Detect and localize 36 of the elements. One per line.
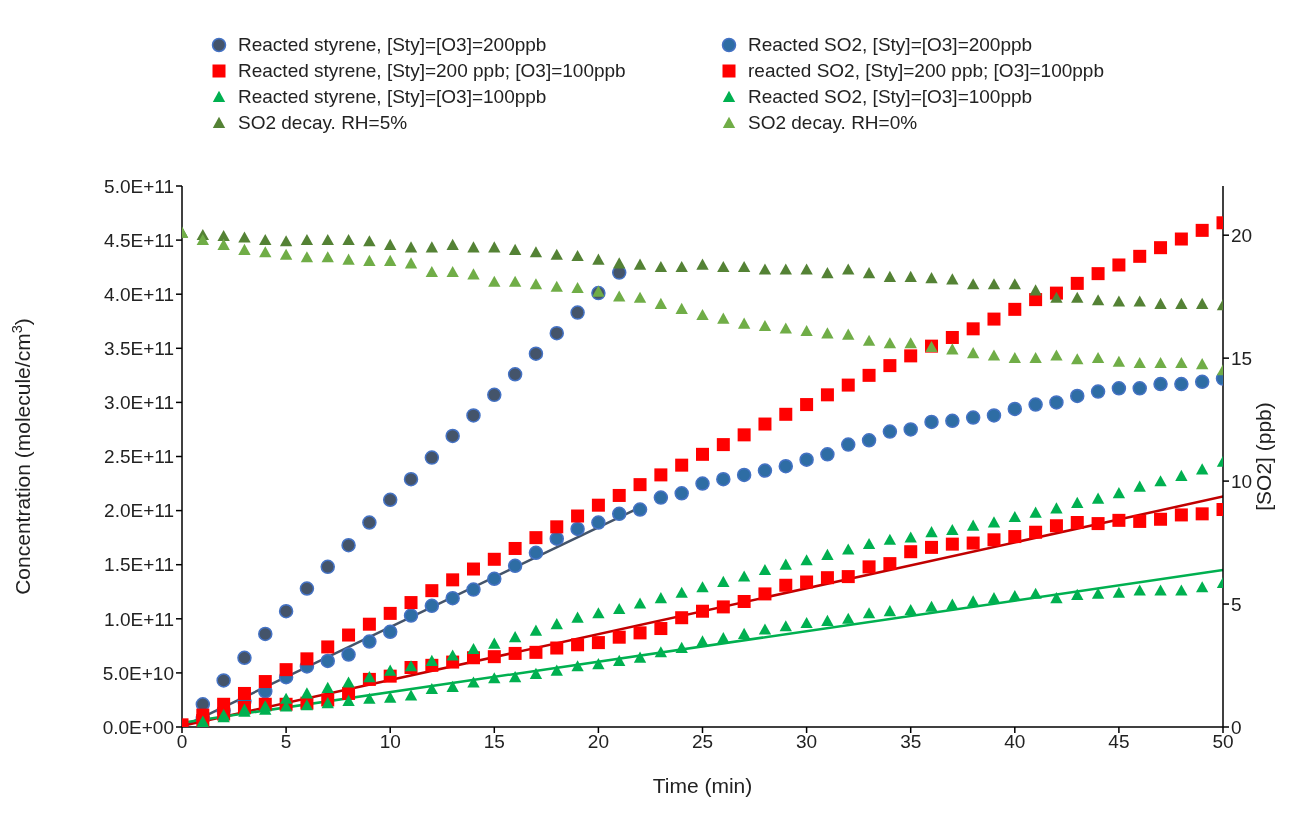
legend-label: SO2 decay. RH=0% — [748, 112, 918, 134]
y-tick-label: 5.0E+10 — [102, 662, 174, 684]
x-axis-title: Time (min) — [652, 774, 753, 797]
x-tick-label: 10 — [379, 731, 401, 753]
y-tick-label: 3.5E+11 — [104, 338, 174, 360]
legend-label: Reacted styrene, [Sty]=[O3]=200ppb — [238, 34, 547, 56]
y-tick-label: 3.0E+11 — [104, 392, 174, 414]
y2-tick-label: 10 — [1231, 470, 1253, 492]
legend-label: Reacted SO2, [Sty]=[O3]=200ppb — [748, 34, 1033, 56]
y-tick-label: 0.0E+00 — [102, 716, 174, 738]
x-tick-label: 5 — [280, 731, 292, 753]
x-tick-label: 15 — [483, 731, 505, 753]
y-tick-label: 4.5E+11 — [104, 229, 174, 251]
y-tick-label: 2.0E+11 — [104, 500, 174, 522]
legend-label: SO2 decay. RH=5% — [238, 112, 408, 134]
legend-label: Reacted styrene, [Sty]=[O3]=100ppb — [238, 86, 547, 108]
y-tick-label: 4.0E+11 — [104, 283, 174, 305]
y2-axis-title: [SO2] (ppb) — [1252, 402, 1275, 511]
y-tick-label: 5.0E+11 — [104, 175, 174, 197]
y2-tick-label: 5 — [1231, 593, 1242, 615]
x-tick-label: 40 — [1004, 731, 1026, 753]
legend-label: Reacted styrene, [Sty]=200 ppb; [O3]=100ppb — [238, 60, 626, 82]
y2-tick-label: 15 — [1231, 347, 1253, 369]
y2-tick-label: 0 — [1231, 716, 1242, 738]
x-tick-label: 30 — [796, 731, 818, 753]
x-tick-label: 25 — [691, 731, 714, 753]
x-tick-label: 20 — [587, 731, 609, 753]
x-tick-label: 0 — [176, 731, 188, 753]
x-tick-label: 45 — [1108, 731, 1130, 753]
legend-label: reacted SO2, [Sty]=200 ppb; [O3]=100ppb — [748, 60, 1104, 82]
y-tick-label: 2.5E+11 — [104, 446, 174, 468]
x-tick-label: 35 — [900, 731, 922, 753]
legend-label: Reacted SO2, [Sty]=[O3]=100ppb — [748, 86, 1033, 108]
y-tick-label: 1.0E+11 — [104, 608, 174, 630]
y2-tick-label: 20 — [1231, 224, 1253, 246]
y-tick-label: 1.5E+11 — [104, 554, 174, 576]
